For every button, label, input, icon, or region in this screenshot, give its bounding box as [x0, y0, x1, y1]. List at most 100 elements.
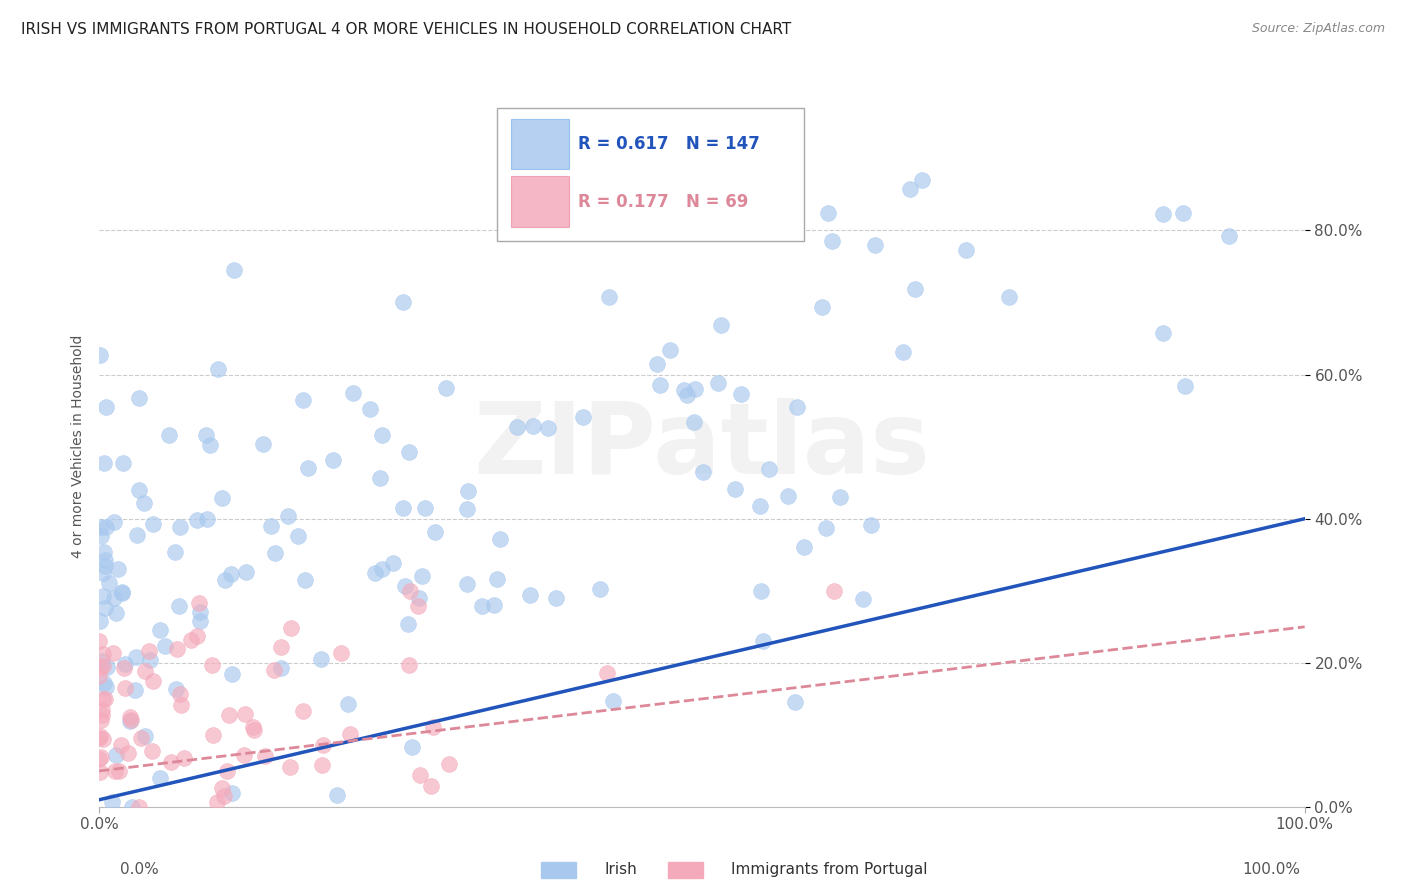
Point [904, 282, 927, 296]
Point [519, 588, 541, 602]
Point [396, 616, 419, 631]
Point [125, 650, 148, 665]
Point [96, 660, 118, 674]
Point [91, 732, 114, 747]
Text: R = 0.177   N = 69: R = 0.177 N = 69 [578, 193, 748, 211]
Point [90, 750, 112, 764]
Point [91, 708, 114, 723]
Point [645, 357, 668, 371]
Point [90, 654, 112, 668]
Point [368, 471, 391, 485]
Point [93, 675, 115, 690]
Point [398, 657, 420, 672]
Point [419, 779, 441, 793]
Point [1152, 207, 1174, 221]
Point [676, 388, 699, 402]
Point [91, 590, 114, 604]
Point [112, 661, 135, 675]
Point [169, 520, 191, 534]
Point [103, 516, 125, 530]
Point [108, 764, 131, 778]
Point [398, 444, 420, 458]
Point [89, 668, 111, 682]
Y-axis label: 4 or more Vehicles in Household: 4 or more Vehicles in Household [72, 335, 86, 558]
Point [489, 532, 512, 546]
Point [409, 768, 432, 782]
Point [128, 800, 150, 814]
Point [537, 421, 560, 435]
Point [89, 729, 111, 743]
Point [544, 591, 567, 605]
Text: Irish: Irish [605, 863, 637, 877]
Point [280, 760, 302, 774]
Point [685, 382, 707, 396]
Point [188, 614, 211, 628]
Point [815, 521, 838, 535]
Point [90, 703, 112, 717]
Point [89, 614, 111, 628]
Text: ZIPatlas: ZIPatlas [474, 398, 931, 495]
Point [242, 721, 264, 735]
Point [89, 752, 111, 766]
Point [596, 666, 619, 681]
Point [456, 576, 478, 591]
Point [456, 502, 478, 516]
Point [751, 634, 773, 648]
Point [93, 456, 115, 470]
Point [94, 691, 117, 706]
Point [1218, 228, 1240, 243]
Point [235, 565, 257, 579]
Point [89, 764, 111, 779]
Point [437, 756, 460, 771]
Point [93, 692, 115, 706]
Point [692, 466, 714, 480]
Point [371, 427, 394, 442]
Point [413, 501, 436, 516]
Point [650, 378, 672, 392]
Point [195, 428, 218, 442]
Point [471, 599, 494, 613]
Point [211, 491, 233, 506]
Point [423, 524, 446, 539]
Point [94, 552, 117, 566]
Point [748, 499, 770, 513]
Point [188, 605, 211, 619]
Text: IRISH VS IMMIGRANTS FROM PORTUGAL 4 OR MORE VEHICLES IN HOUSEHOLD CORRELATION CH: IRISH VS IMMIGRANTS FROM PORTUGAL 4 OR M… [21, 22, 792, 37]
Point [312, 738, 335, 752]
Point [90, 520, 112, 534]
Point [134, 664, 156, 678]
Point [221, 666, 243, 681]
Text: Source: ZipAtlas.com: Source: ZipAtlas.com [1251, 22, 1385, 36]
Point [98, 576, 121, 591]
Point [1174, 378, 1197, 392]
Point [142, 673, 165, 688]
Point [910, 173, 932, 187]
Point [90, 529, 112, 543]
Point [658, 343, 681, 357]
Point [277, 508, 299, 523]
Point [124, 682, 146, 697]
Point [406, 599, 429, 613]
Point [263, 663, 285, 677]
Point [253, 749, 276, 764]
Point [93, 600, 115, 615]
Point [173, 750, 195, 764]
Point [821, 234, 844, 248]
Point [167, 599, 190, 613]
Point [201, 728, 224, 742]
Point [359, 402, 381, 417]
Point [141, 744, 163, 758]
Point [522, 418, 544, 433]
Point [322, 452, 344, 467]
Point [212, 789, 235, 804]
Point [114, 681, 136, 695]
Point [111, 456, 134, 470]
Point [91, 648, 114, 662]
Point [170, 698, 193, 713]
Point [707, 376, 730, 390]
Point [758, 462, 780, 476]
Text: Immigrants from Portugal: Immigrants from Portugal [731, 863, 928, 877]
Point [134, 729, 156, 743]
Point [749, 583, 772, 598]
Point [292, 393, 315, 408]
